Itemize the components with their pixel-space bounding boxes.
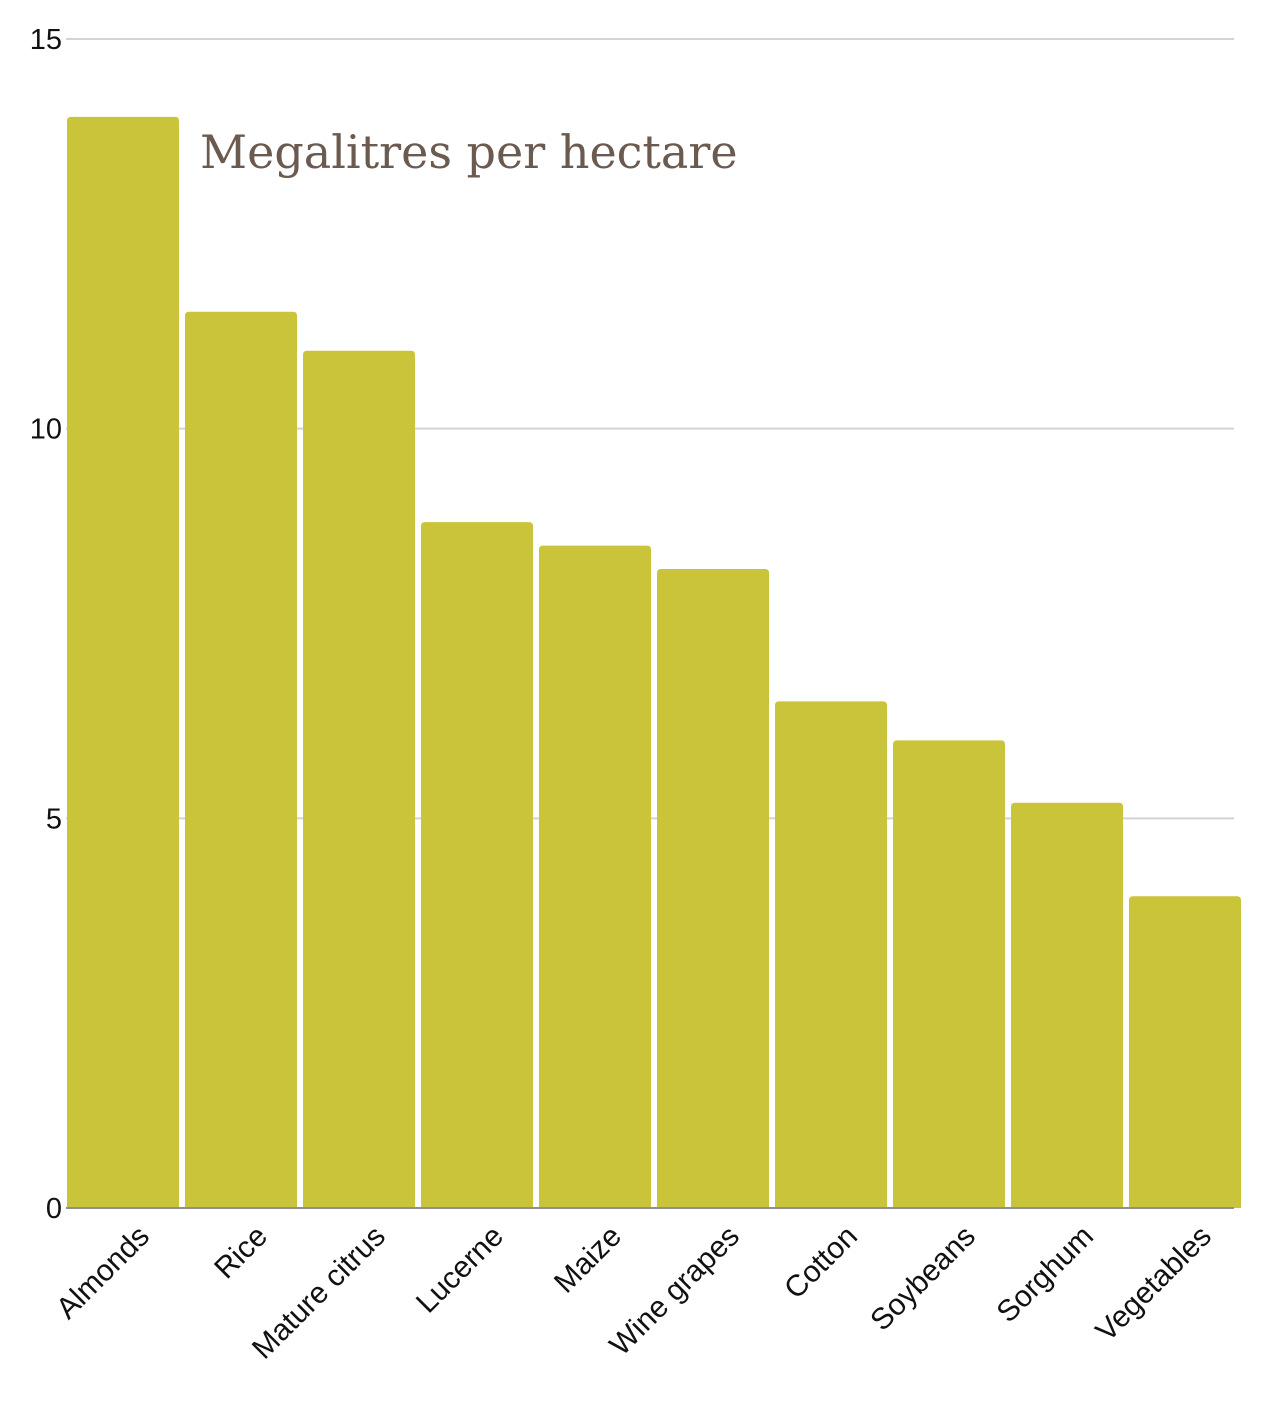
bar-rice	[185, 311, 297, 1208]
bar-wine-grapes	[657, 568, 769, 1208]
x-tick-label: Rice	[208, 1220, 274, 1286]
bar-soybeans	[893, 740, 1005, 1208]
x-tick-label: Vegetables	[1090, 1220, 1218, 1348]
x-tick-label: Almonds	[50, 1220, 156, 1326]
x-tick-label: Maize	[548, 1220, 628, 1300]
y-tick-label: 0	[46, 1193, 62, 1225]
x-tick-label: Lucerne	[410, 1220, 510, 1320]
bar-sorghum	[1011, 802, 1123, 1208]
y-tick-label: 10	[30, 414, 62, 446]
bars	[67, 116, 1241, 1208]
bar-lucerne	[421, 522, 533, 1208]
bar-maize	[539, 545, 651, 1208]
bar-cotton	[775, 701, 887, 1208]
chart-title: Megalitres per hectare	[200, 125, 738, 179]
y-tick-label: 5	[46, 803, 62, 835]
bar-mature-citrus	[303, 350, 415, 1208]
x-tick-label: Soybeans	[864, 1220, 982, 1338]
x-tick-label: Cotton	[778, 1220, 864, 1306]
y-tick-label: 15	[30, 24, 62, 56]
x-tick-label: Sorghum	[991, 1220, 1100, 1329]
bar-almonds	[67, 116, 179, 1208]
bar-vegetables	[1129, 896, 1241, 1208]
